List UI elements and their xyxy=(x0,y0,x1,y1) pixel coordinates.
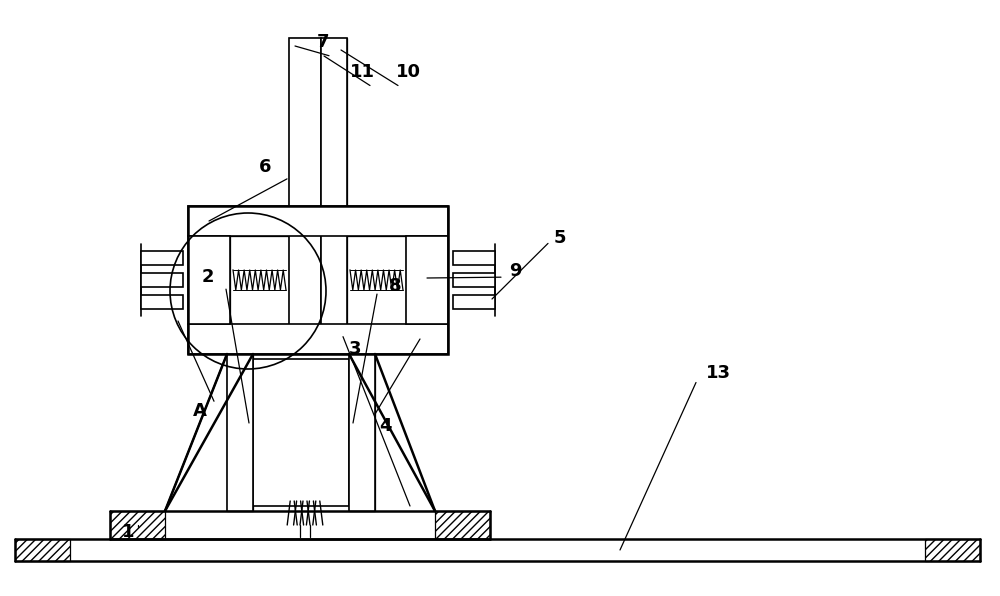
Text: A: A xyxy=(193,402,207,420)
Bar xyxy=(141,273,183,287)
Bar xyxy=(188,324,448,354)
Bar xyxy=(289,38,321,354)
Bar xyxy=(188,206,448,236)
Bar xyxy=(453,295,495,309)
Bar xyxy=(253,359,349,506)
Text: 11: 11 xyxy=(350,63,374,80)
Bar xyxy=(453,251,495,265)
Bar xyxy=(349,354,375,511)
Bar xyxy=(289,38,321,354)
Text: 10: 10 xyxy=(396,63,420,80)
Bar xyxy=(188,236,230,324)
Bar xyxy=(188,206,448,354)
Text: 8: 8 xyxy=(389,277,401,295)
Bar xyxy=(321,38,347,346)
Bar xyxy=(227,354,253,511)
Bar xyxy=(925,539,980,561)
Bar xyxy=(15,539,70,561)
Text: 4: 4 xyxy=(379,417,391,435)
Bar xyxy=(406,236,448,324)
Bar xyxy=(141,295,183,309)
Text: 5: 5 xyxy=(554,229,566,247)
Bar xyxy=(453,273,495,287)
Text: 1: 1 xyxy=(122,523,134,541)
Bar xyxy=(321,38,347,346)
Bar xyxy=(349,354,375,511)
Bar xyxy=(406,236,448,324)
Bar xyxy=(188,324,448,354)
Bar xyxy=(141,251,183,265)
Bar xyxy=(188,236,230,324)
Text: 3: 3 xyxy=(349,340,361,358)
Bar xyxy=(110,511,165,539)
Text: 7: 7 xyxy=(317,33,329,51)
Bar xyxy=(227,354,253,511)
Text: 9: 9 xyxy=(509,262,521,280)
Text: 13: 13 xyxy=(706,364,730,381)
Text: 6: 6 xyxy=(259,158,271,176)
Text: 2: 2 xyxy=(202,268,214,286)
Bar xyxy=(188,206,448,236)
Bar xyxy=(435,511,490,539)
